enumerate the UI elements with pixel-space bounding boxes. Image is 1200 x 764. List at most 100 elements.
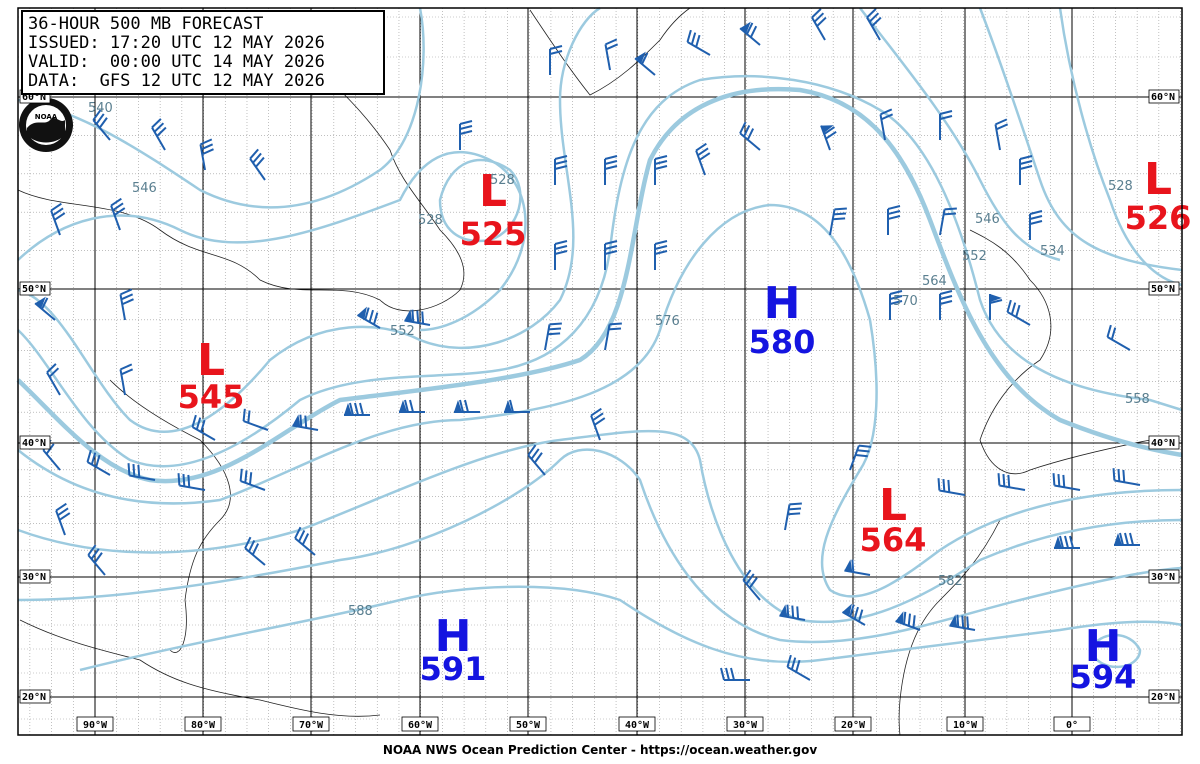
wind-barb [604,38,619,71]
wind-barb [604,240,618,270]
barb-feather [939,110,953,115]
wind-barb [1052,473,1081,491]
barb-feather [1019,160,1033,165]
barb-feather [697,147,709,157]
longitude-label: 70°W [299,720,324,731]
wind-barb [87,544,106,576]
coastline [109,379,231,653]
wind-barb [86,449,111,476]
barb-feather [912,615,916,628]
wind-barb [939,207,957,236]
barb-feather [605,43,619,51]
barb-flag [821,125,834,134]
barb-feather [1019,165,1033,170]
barb-feather [121,298,134,306]
barb-feather [887,215,901,220]
barb-feather [248,539,256,552]
wind-barb [994,118,1009,151]
barb-feather [554,240,568,245]
barb-feather [695,142,707,152]
barb-feather [530,448,540,460]
label-box [618,716,656,732]
barb-feather [903,611,907,625]
wind-barb [1054,535,1080,549]
barb-feather [554,250,568,255]
barb-feather [789,502,802,506]
latitude-label: 40°N [22,438,46,449]
wind-barb [399,399,425,413]
contour [1058,7,1183,287]
barb-feather [788,507,802,511]
wind-barb [127,463,156,481]
barb-feather [110,197,122,207]
wind-barb [177,473,206,491]
system-type: H [764,278,801,329]
barb-feather [851,559,855,573]
barb-feather [421,311,425,324]
barb-staff [634,57,656,76]
contour [17,448,1183,644]
barb-flag [635,51,646,64]
contour [438,158,522,243]
barb-feather [1119,532,1124,546]
barb-flag [35,296,46,309]
wind-barb [1106,324,1131,351]
barb-feather [409,399,414,413]
longitude-label: 20°W [841,720,866,731]
barb-feather [554,165,568,170]
barb-feather [120,293,134,301]
system-value: 564 [860,521,927,559]
height-contours [16,6,1183,672]
wind-barb [686,29,711,56]
coastline [19,619,381,717]
barb-feather [57,507,69,517]
contour [16,86,1183,484]
wind-barb [244,536,266,566]
wind-barb [1019,155,1033,185]
barb-feather [527,444,537,456]
barb-feather [200,138,213,146]
longitude-label: 10°W [953,720,978,731]
barb-feather [53,212,66,221]
barb-feather [833,212,847,216]
barb-feather [720,667,725,681]
wind-barb [344,402,370,416]
map-frame [17,7,1183,736]
contour-label: 528 [418,213,443,228]
wind-barb [151,118,167,151]
barb-feather [746,22,754,35]
barb-feather [93,552,103,564]
system-type: H [1085,621,1122,672]
wind-barb [191,414,216,441]
contour [17,6,601,433]
wind-barb [879,108,894,141]
wind-barb [739,121,761,151]
barb-feather [156,126,167,137]
barb-feather [359,402,364,416]
barb-feather [961,615,965,628]
wind-barb [889,290,903,320]
barb-feather [1062,474,1066,488]
barb-staff [34,302,56,321]
barb-feather [239,468,243,482]
barb-feather [604,240,618,245]
barb-feather [549,45,563,50]
barb-feather [120,368,134,376]
barb-feather [604,250,618,255]
barb-feather [1069,535,1074,549]
barb-feather [887,210,901,215]
contour-label: 582 [938,574,963,589]
barb-feather [937,478,941,491]
barb-flag [1114,533,1122,545]
wind-barbs [34,8,1141,681]
barb-feather [858,444,872,448]
barb-feather [654,165,668,170]
barb-feather [201,148,214,156]
barb-flag [1054,536,1062,548]
wind-barb [292,414,319,431]
barb-feather [739,121,747,134]
wind-barb [1029,210,1043,240]
wind-barb [404,309,431,326]
grid-labels: 90°W 80°W 70°W 60°W 50°W 40°W 30°W 20°W 10°W 0° 60… [19,89,1180,732]
barb-feather [871,16,882,27]
